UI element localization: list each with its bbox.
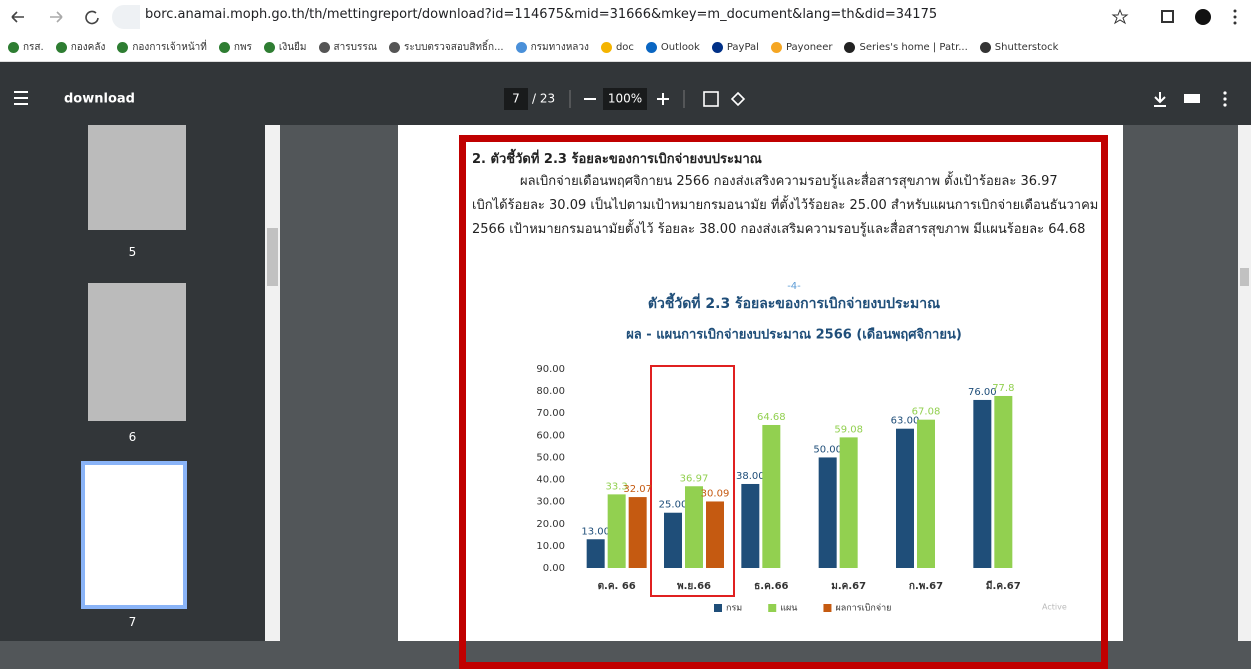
y-tick-label: 50.00 bbox=[536, 452, 565, 463]
value-label: 67.08 bbox=[912, 407, 941, 418]
bar bbox=[587, 539, 605, 568]
bar bbox=[973, 400, 991, 568]
chart-subtitle: ผล - แผนการเบิกจ่ายงบประมาณ 2566 (เดือนพ… bbox=[626, 327, 962, 343]
chart: -4- ตัวชี้วัดที่ 2.3 ร้อยละของการเบิกจ่า… bbox=[0, 0, 1251, 641]
legend-label: ผลการเบิกจ่าย bbox=[835, 603, 891, 614]
bar bbox=[896, 429, 914, 568]
bar bbox=[994, 396, 1012, 568]
legend-swatch bbox=[768, 604, 776, 612]
y-tick-label: 90.00 bbox=[536, 364, 565, 375]
y-tick-label: 60.00 bbox=[536, 430, 565, 441]
page-number: -4- bbox=[787, 281, 801, 292]
value-label: 64.68 bbox=[757, 412, 786, 423]
x-tick-label: พ.ย.66 bbox=[677, 581, 711, 592]
y-tick-label: 10.00 bbox=[536, 541, 565, 552]
x-tick-label: ก.พ.67 bbox=[909, 581, 943, 592]
x-tick-label: ธ.ค.66 bbox=[754, 581, 788, 592]
legend-label: แผน bbox=[780, 604, 797, 614]
bar bbox=[664, 513, 682, 568]
value-label: 77.8 bbox=[992, 383, 1014, 394]
page: borc.anamai.moph.go.th/th/mettingreport/… bbox=[0, 0, 1251, 641]
bar bbox=[608, 494, 626, 568]
bar bbox=[917, 420, 935, 568]
watermark: Active bbox=[1042, 603, 1067, 612]
y-tick-label: 20.00 bbox=[536, 519, 565, 530]
y-tick-label: 40.00 bbox=[536, 475, 565, 486]
chart-title: ตัวชี้วัดที่ 2.3 ร้อยละของการเบิกจ่ายงบป… bbox=[648, 292, 940, 312]
bar bbox=[741, 484, 759, 568]
bar bbox=[819, 457, 837, 568]
value-label: 32.07 bbox=[623, 484, 652, 495]
value-label: 25.00 bbox=[659, 500, 688, 511]
value-label: 30.09 bbox=[701, 488, 730, 499]
bar bbox=[762, 425, 780, 568]
x-tick-label: ต.ค. 66 bbox=[598, 581, 636, 592]
y-tick-label: 30.00 bbox=[536, 497, 565, 508]
y-tick-label: 70.00 bbox=[536, 408, 565, 419]
x-tick-label: ม.ค.67 bbox=[831, 581, 866, 592]
legend-swatch bbox=[714, 604, 722, 612]
value-label: 50.00 bbox=[813, 444, 842, 455]
value-label: 13.00 bbox=[581, 526, 610, 537]
x-tick-label: มี.ค.67 bbox=[986, 580, 1021, 592]
bar bbox=[706, 501, 724, 568]
bar bbox=[629, 497, 647, 568]
legend-swatch bbox=[823, 604, 831, 612]
y-tick-label: 80.00 bbox=[536, 386, 565, 397]
value-label: 36.97 bbox=[680, 473, 709, 484]
value-label: 38.00 bbox=[736, 471, 765, 482]
y-tick-label: 0.00 bbox=[543, 563, 565, 574]
legend-label: กรม bbox=[726, 604, 742, 614]
value-label: 59.08 bbox=[834, 424, 863, 435]
bar bbox=[840, 437, 858, 568]
